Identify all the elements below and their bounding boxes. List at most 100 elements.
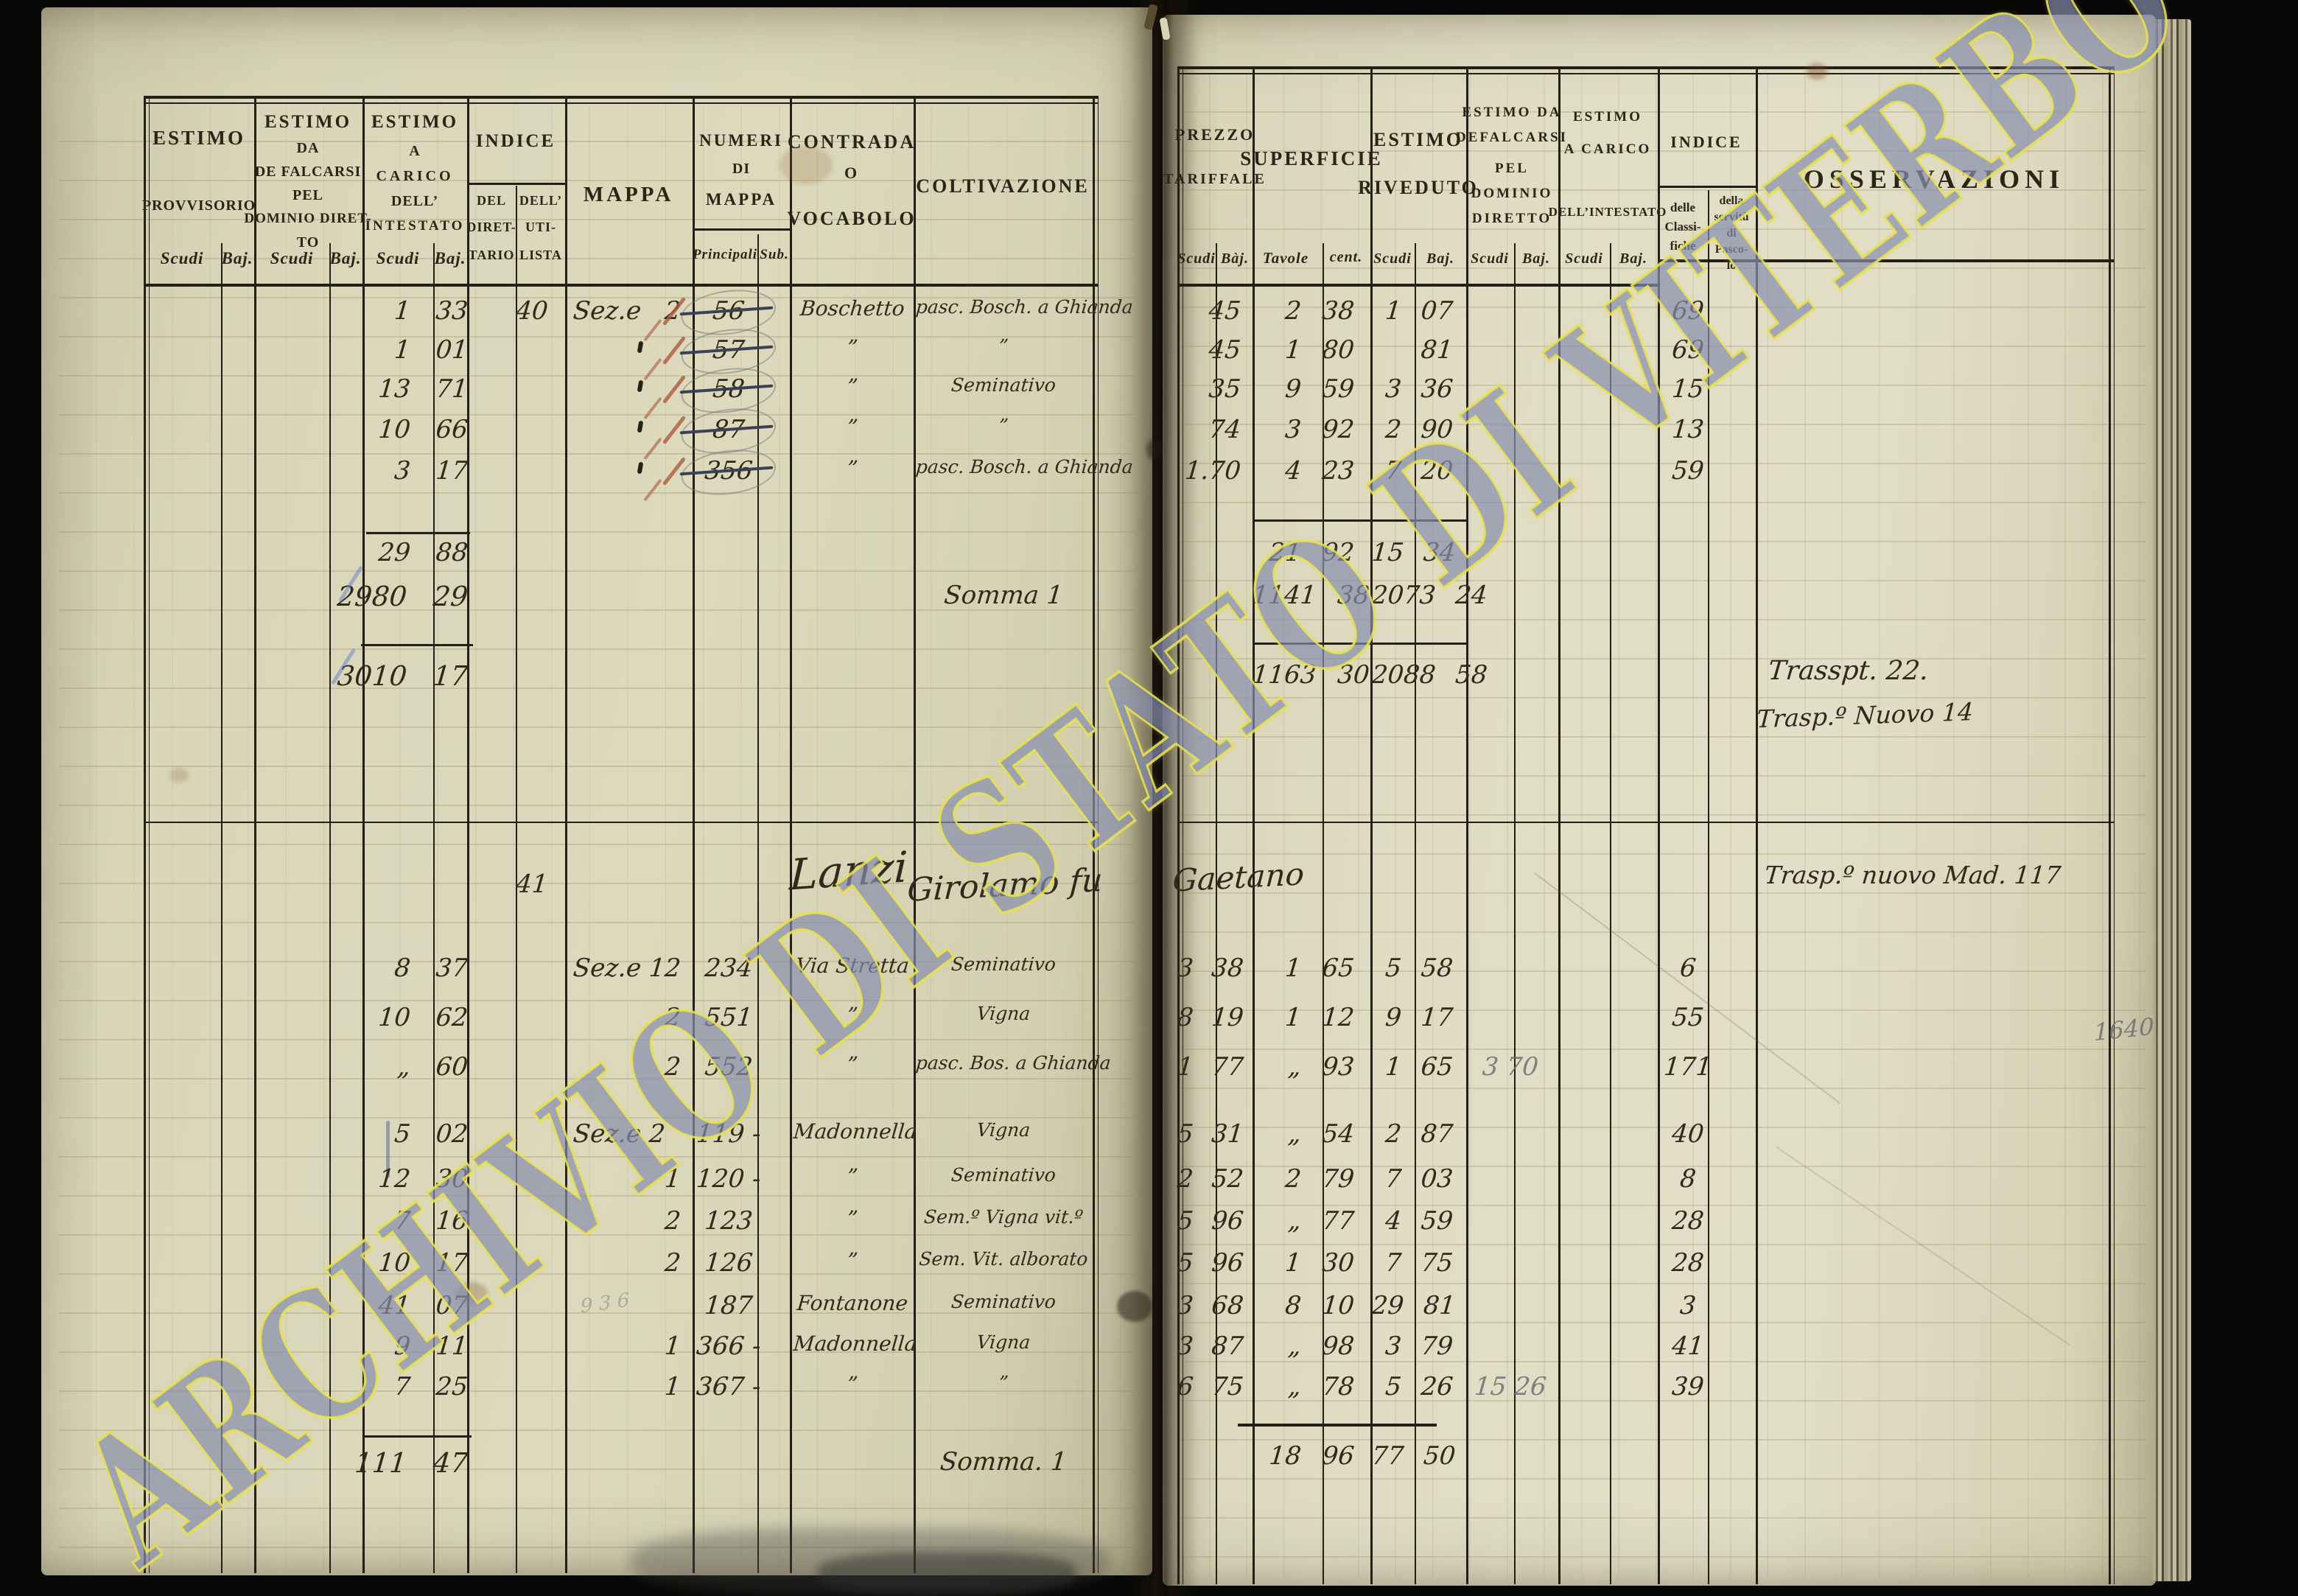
rule [144, 284, 1099, 287]
riveduto-value: 81 [1419, 335, 1454, 365]
subheader-baj: Baj. [329, 249, 362, 267]
sum-line [1253, 519, 1466, 522]
col-header-pascolo: servitù [1714, 211, 1749, 223]
rule [1323, 243, 1324, 1584]
superficie-value: „ 78 [1286, 1372, 1356, 1401]
contrada-ditto: ” [846, 1003, 859, 1027]
riveduto-value: 7 03 [1384, 1164, 1454, 1194]
rule [1610, 243, 1611, 1584]
prezzo-value: 8 19 [1176, 1003, 1245, 1032]
mappa-sezione-numero: 2 [663, 953, 682, 983]
somma-label: Somma 1 [942, 581, 1065, 610]
superficie-value: 1 30 [1283, 1248, 1356, 1278]
sum-line [1238, 1424, 1437, 1427]
col-header-direttario: DEL [476, 193, 507, 208]
classifiche-value: 3 [1678, 1291, 1698, 1320]
estimo-carico-value: 10 62 [376, 1003, 469, 1032]
rule [565, 96, 567, 1573]
coltivazione-value: pasc. Bosch. a Ghianda [914, 456, 1134, 477]
subheader-scudi: Scudi [270, 249, 314, 267]
contrada-value: Fontanone [796, 1291, 909, 1315]
coltivazione-ditto: ” [998, 415, 1009, 436]
col-header-defalcarsi-r: PEL [1495, 161, 1529, 176]
rule [1177, 66, 1180, 1584]
col-header-defalcarsi-r: DEFALCARSI [1455, 130, 1569, 145]
estimo-carico-value: 3 17 [393, 456, 469, 486]
riveduto-value: 1 65 [1384, 1052, 1454, 1082]
record-number: 41 [514, 869, 550, 899]
riveduto-value: 3 79 [1384, 1331, 1454, 1361]
osservazioni-note: Trasp.º nuovo Mad. 117 [1763, 861, 2062, 889]
classifiche-value: 41 [1670, 1331, 1706, 1361]
estimo-carico-value: 12 30 [376, 1164, 469, 1194]
subheader-baj: Bàj. [1221, 251, 1249, 267]
classifiche-value: 40 [1670, 1119, 1706, 1149]
sum-line [362, 1435, 472, 1438]
classifiche-value: 55 [1670, 1003, 1706, 1032]
prezzo-value: 2 52 [1176, 1164, 1245, 1194]
mappa-number: 552 [703, 1052, 754, 1082]
mappa-number: 366 - [695, 1331, 763, 1361]
riveduto-value: 4 59 [1384, 1206, 1454, 1236]
coltivazione-value: Sem. Vit. alborato [918, 1248, 1089, 1270]
col-header-contrada: VOCABOLO [787, 208, 917, 229]
col-header-indice: INDICE [475, 131, 556, 151]
superficie-value: 1 65 [1283, 953, 1356, 983]
prezzo-value: 6 75 [1176, 1372, 1245, 1401]
rule [1177, 73, 2115, 74]
col-header-classifiche: Classi- [1664, 220, 1701, 234]
contrada-ditto: ” [846, 1372, 859, 1396]
subheader-scudi: Scudi [376, 249, 420, 267]
col-header-riveduto: ESTIMO [1373, 129, 1464, 150]
rule [144, 102, 1099, 104]
coltivazione-value: Sem.º Vigna vit.º [922, 1206, 1085, 1228]
rule [1514, 243, 1516, 1584]
rule [1177, 284, 1658, 287]
rule [1370, 66, 1373, 1584]
subheader-cent: cent. [1329, 249, 1363, 265]
estimo-carico-value: 41 07 [376, 1291, 469, 1320]
mappa-number: 234 [703, 953, 754, 983]
rule [1658, 186, 1756, 188]
col-header-carico: INTESTATO [365, 218, 465, 234]
col-header-estimo-provvisorio: ESTIMO [152, 127, 246, 149]
page-edge-stack [2153, 19, 2191, 1581]
superficie-value: 3 92 [1283, 415, 1356, 444]
riveduto-value: 29 81 [1370, 1291, 1457, 1320]
rule [1216, 243, 1217, 1584]
mappa-number: 119 - [695, 1119, 763, 1149]
col-header-pascolo: Pasco- [1714, 243, 1748, 256]
col-header-numeri: NUMERI [699, 131, 783, 150]
contrada-ditto: ” [846, 335, 859, 360]
mappa-sezione: Sez.e [572, 296, 643, 326]
mappa-number: 367 - [695, 1372, 763, 1401]
col-header-estimo-provvisorio: PROVVISORIO [141, 197, 256, 214]
osservazioni-note: Trasspt. 22. [1767, 656, 1930, 686]
col-header-carico: ESTIMO [371, 112, 459, 132]
col-header-defalcarsi: TO [296, 234, 320, 251]
somma-label: Somma. 1 [939, 1447, 1068, 1477]
subheader-baj: Baj. [1522, 251, 1550, 267]
riveduto-value: 5 26 [1384, 1372, 1454, 1401]
subheader-scudi: Scudi [1373, 251, 1412, 267]
col-header-utilista: LISTA [519, 248, 562, 262]
classifiche-value: 28 [1670, 1248, 1706, 1278]
coltivazione-value: Seminativo [950, 374, 1057, 396]
riveduto-value: 5 58 [1384, 953, 1454, 983]
col-header-mappa: MAPPA [583, 183, 674, 206]
col-header-superficie: SUPERFICIE [1240, 147, 1383, 169]
subheader-baj: Baj. [1426, 251, 1454, 267]
ink-smudge [818, 1552, 1076, 1595]
riveduto-value: 1 07 [1384, 296, 1454, 326]
prezzo-value: 45 [1207, 296, 1242, 326]
col-header-contrada: CONTRADA [787, 131, 917, 153]
carico-subtotal: 2980 29 [336, 581, 469, 612]
rule [1558, 66, 1560, 1584]
mappa-number: 126 [703, 1248, 754, 1278]
sum-line [1253, 643, 1468, 645]
mappa-sezione-numero: 2 [663, 1248, 682, 1278]
col-header-contrada: O [844, 164, 860, 182]
prezzo-value: 1 77 [1176, 1052, 1245, 1082]
contrada-ditto: ” [846, 1164, 859, 1189]
rule [757, 234, 759, 1573]
